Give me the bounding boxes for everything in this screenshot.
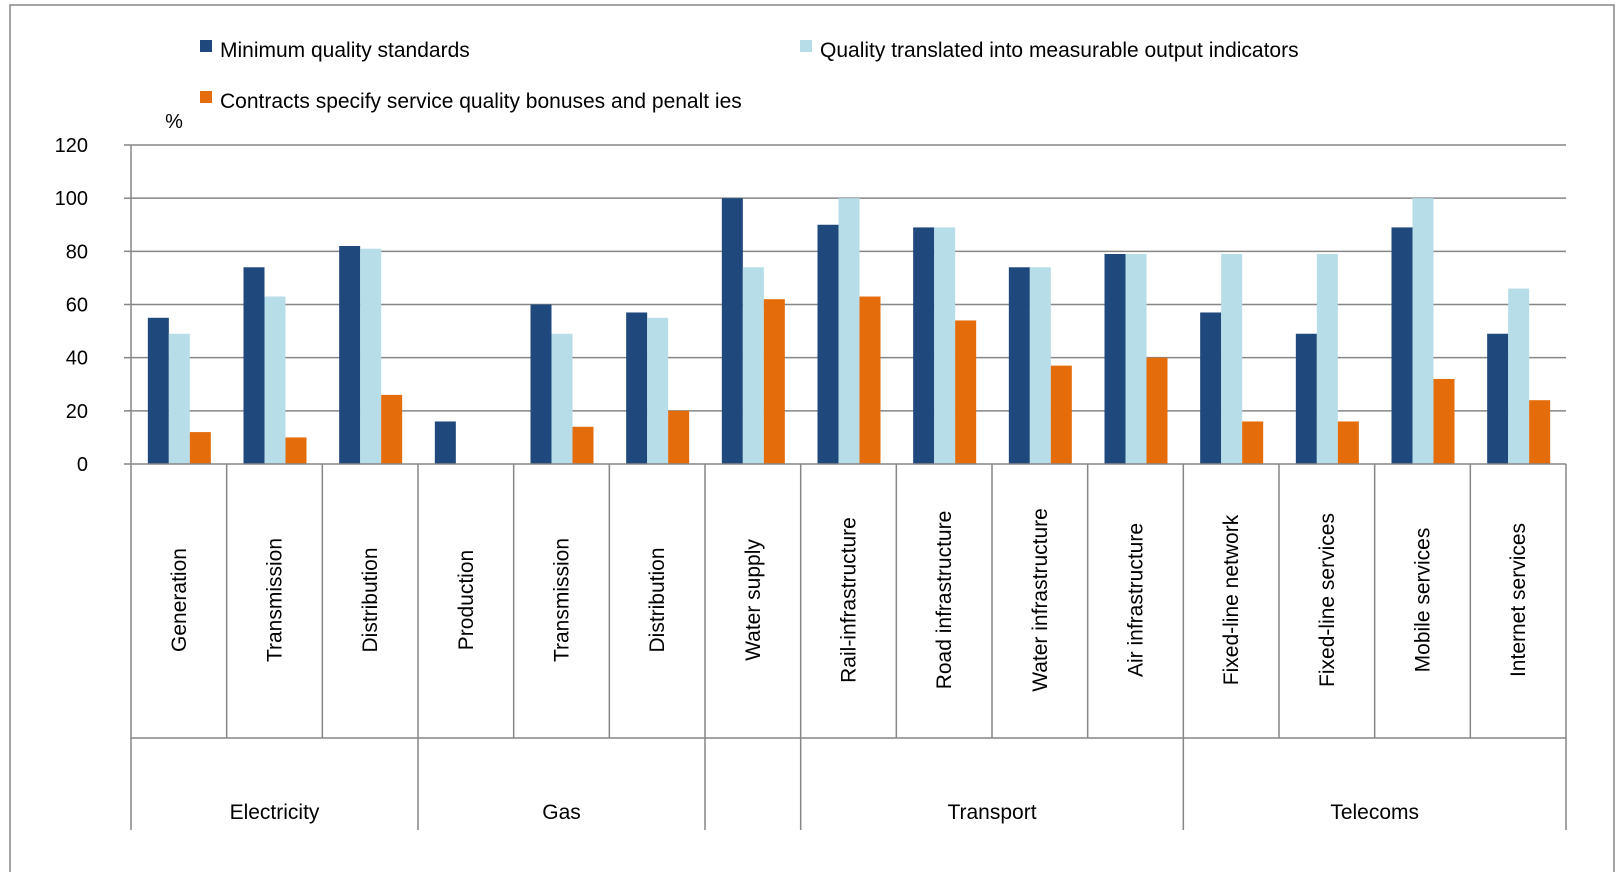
bar: [626, 312, 648, 464]
legend-label: Minimum quality standards: [220, 39, 470, 62]
bar: [189, 432, 211, 464]
x-group-label: Telecoms: [1330, 801, 1419, 824]
bar: [859, 296, 881, 464]
y-tick-label: 80: [66, 241, 88, 263]
bar: [838, 198, 860, 464]
legend: Minimum quality standards Quality transla…: [200, 39, 1299, 113]
bar: [934, 227, 956, 464]
y-tick-label: 20: [66, 401, 88, 423]
bar: [1316, 253, 1338, 464]
x-axis: Generation Transmission Distribution Produc…: [130, 463, 1567, 830]
y-tick-label: 120: [55, 135, 88, 157]
bar: [243, 267, 265, 464]
bar: [913, 227, 935, 464]
bar: [1221, 253, 1243, 464]
y-tick-label: 40: [66, 348, 88, 370]
bar: [1050, 365, 1072, 464]
bar: [285, 437, 307, 464]
legend-swatch: [800, 40, 812, 52]
legend-label: Contracts specify service quality bonuse…: [220, 90, 742, 113]
x-category-label: Air infrastructure: [1125, 523, 1148, 677]
bar: [1200, 312, 1222, 464]
bar: [647, 317, 669, 464]
bar: [1104, 253, 1126, 464]
x-category-label: Fixed-line services: [1316, 513, 1339, 687]
y-tick-label: 0: [77, 454, 88, 476]
bar: [1508, 288, 1530, 464]
bar: [1433, 378, 1455, 464]
bar: [1029, 267, 1051, 464]
legend-label: Quality translated into measurable outpu…: [820, 39, 1299, 62]
bar: [551, 333, 573, 464]
bar: [1008, 267, 1030, 464]
x-category-label: Generation: [168, 548, 191, 652]
x-category-label: Transmission: [551, 538, 574, 662]
bar: [1529, 400, 1551, 464]
bar: [1146, 357, 1168, 464]
bar: [168, 333, 190, 464]
bar: [1487, 333, 1509, 464]
x-category-label: Mobile services: [1412, 528, 1435, 673]
bar: [1412, 198, 1434, 464]
x-category-label: Rail-infrastructure: [838, 517, 861, 683]
bar: [742, 267, 764, 464]
legend-swatch: [200, 91, 212, 103]
bars: [147, 198, 1551, 464]
y-tick-label: 100: [55, 188, 88, 210]
x-category-label: Internet services: [1507, 523, 1530, 677]
bar: [434, 421, 456, 464]
x-category-label: Production: [455, 550, 478, 650]
x-category-label: Distribution: [646, 547, 669, 652]
bar: [763, 299, 785, 464]
bar: [1337, 421, 1359, 464]
bar: [1295, 333, 1317, 464]
x-category-label: Fixed-line network: [1220, 514, 1243, 685]
y-axis: 0 20 40 60 80 100 120: [55, 135, 132, 476]
bar: [360, 248, 382, 464]
x-group-label: Gas: [542, 801, 581, 824]
bar: [721, 198, 743, 464]
bar: [1125, 253, 1147, 464]
bar: [339, 246, 361, 464]
bar: [1242, 421, 1264, 464]
x-category-label: Transmission: [264, 538, 287, 662]
y-tick-label: 60: [66, 295, 88, 317]
bar: [1391, 227, 1413, 464]
legend-swatch: [200, 40, 212, 52]
x-group-label: Transport: [947, 801, 1036, 824]
y-unit-label: %: [165, 111, 183, 133]
x-group-label: Electricity: [230, 801, 320, 824]
bar: [955, 320, 977, 464]
x-category-label: Road infrastructure: [933, 511, 956, 690]
bar: [572, 426, 594, 464]
bar: [381, 394, 403, 464]
bar: [264, 296, 286, 464]
x-category-label: Water infrastructure: [1029, 508, 1052, 692]
bar: [817, 224, 839, 464]
x-category-label: Water supply: [742, 539, 765, 661]
x-category-label: Distribution: [359, 547, 382, 652]
bar: [147, 317, 169, 464]
bar: [668, 410, 690, 464]
bar: [530, 304, 552, 464]
